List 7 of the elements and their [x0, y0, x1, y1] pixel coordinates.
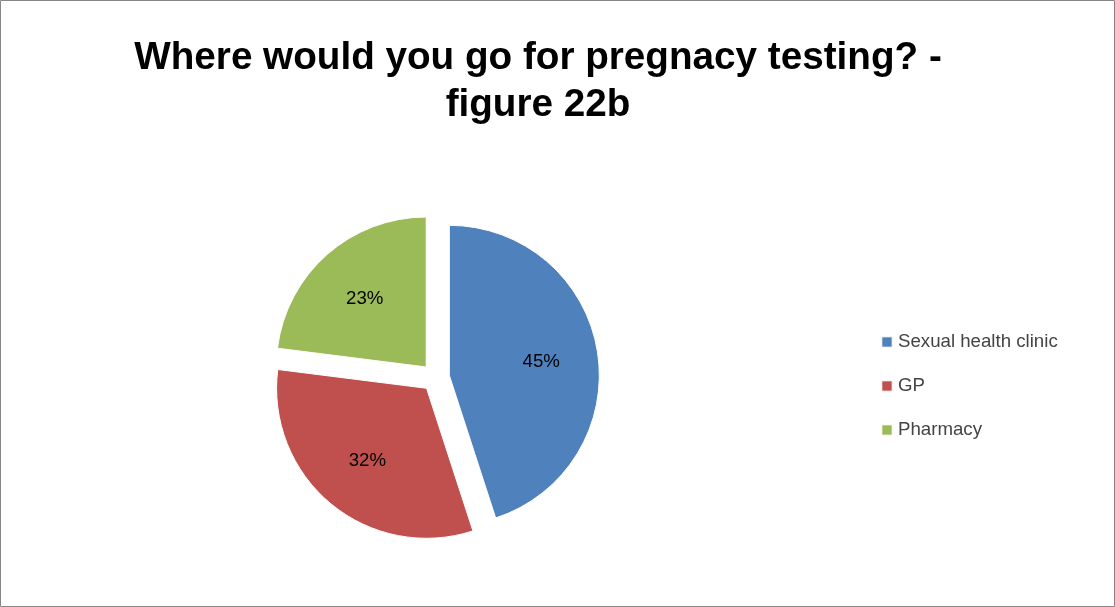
data-label: 32%: [348, 449, 386, 471]
legend-label: Pharmacy: [898, 418, 982, 440]
legend-label: GP: [898, 374, 925, 396]
data-label: 45%: [522, 350, 560, 372]
chart-title: Where would you go for pregnacy testing? - figure 22b: [134, 34, 942, 124]
data-label: 23%: [346, 286, 384, 308]
legend-label: Sexual health clinic: [898, 330, 1058, 352]
